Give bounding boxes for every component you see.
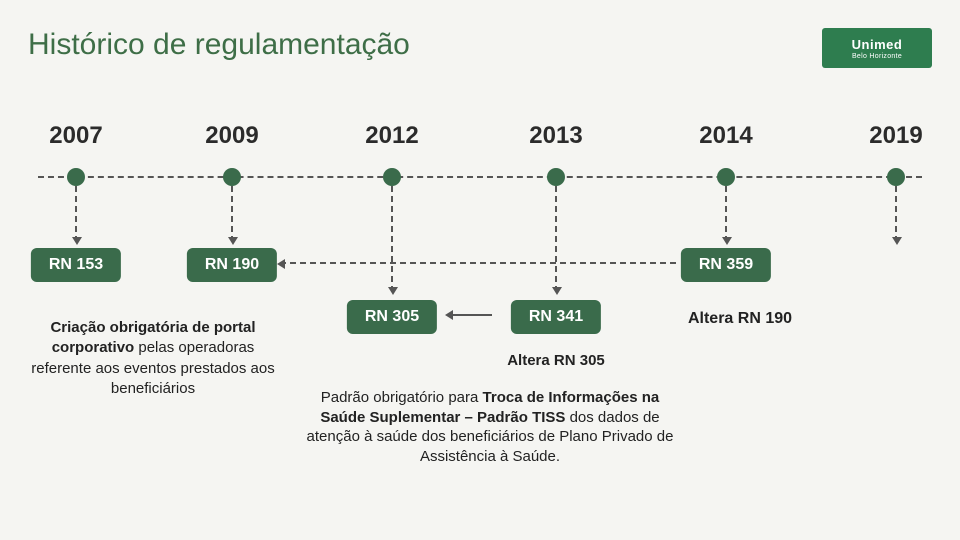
timeline-year: 2013 [529,122,582,150]
timeline-year: 2012 [365,122,418,150]
timeline-year: 2014 [699,122,752,150]
connector-rn190-right [280,262,676,264]
timeline-dot [547,168,565,186]
timeline-dropline [725,186,727,242]
timeline-dot [383,168,401,186]
timeline-dropline [391,186,393,292]
timeline-dropline [75,186,77,242]
timeline-dot [67,168,85,186]
pill-rn190: RN 190 [187,248,277,282]
note-altera-rn305: Altera RN 305 [481,352,631,369]
note-altera-rn190: Altera RN 190 [688,310,792,328]
pill-rn341: RN 341 [511,300,601,334]
timeline-dropline [555,186,557,292]
brand-logo-sub: Belo Horizonte [852,53,902,60]
arrow-rn341-to-rn305 [448,314,492,316]
timeline-axis [38,176,922,178]
timeline-dot [223,168,241,186]
brand-logo: Unimed Belo Horizonte [822,28,932,68]
timeline-year: 2019 [869,122,922,150]
brand-logo-text: Unimed [852,37,903,52]
page-title: Histórico de regulamentação [28,28,410,62]
timeline-year: 2009 [205,122,258,150]
pill-rn153: RN 153 [31,248,121,282]
timeline-dropline [231,186,233,242]
timeline-dot [887,168,905,186]
pill-rn359: RN 359 [681,248,771,282]
desc-tiss: Padrão obrigatório para Troca de Informa… [305,388,675,466]
timeline-dot [717,168,735,186]
timeline-year: 2007 [49,122,102,150]
timeline-dropline [895,186,897,242]
pill-rn305: RN 305 [347,300,437,334]
desc-rn153: Criação obrigatória de portal corporativ… [28,318,278,399]
